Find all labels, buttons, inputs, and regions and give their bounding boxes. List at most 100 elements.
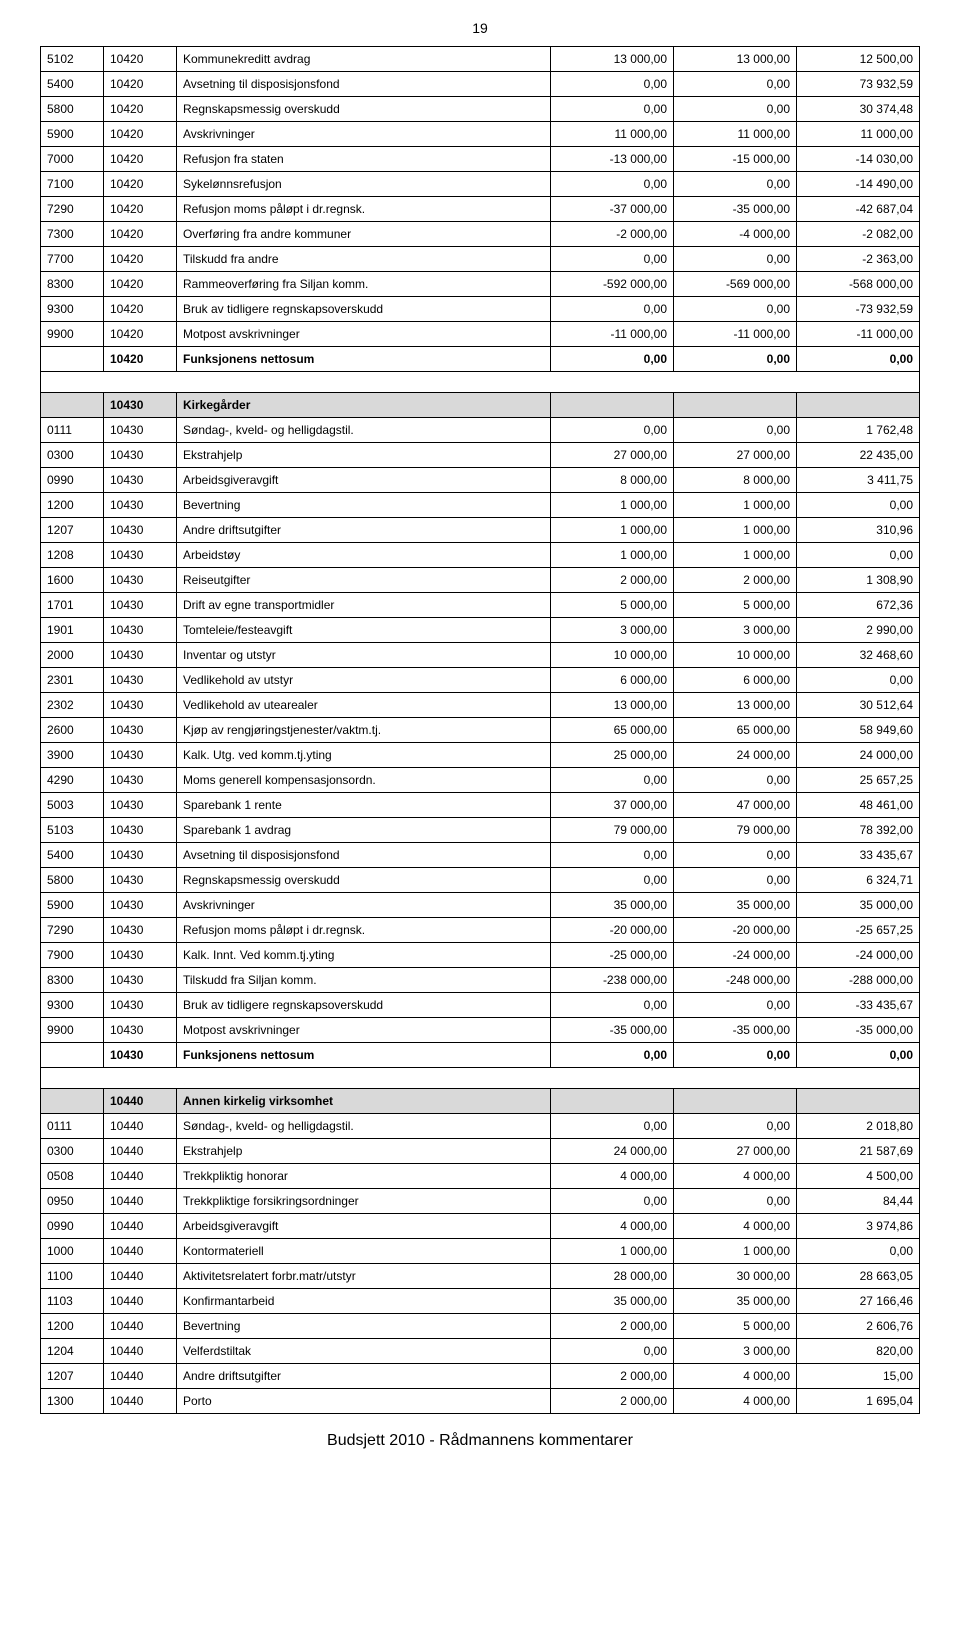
table-cell: 58 949,60: [797, 718, 920, 743]
table-cell: [674, 1089, 797, 1114]
table-cell: Porto: [177, 1389, 551, 1414]
table-cell: 0,00: [674, 297, 797, 322]
table-cell: 84,44: [797, 1189, 920, 1214]
table-cell: 30 000,00: [674, 1264, 797, 1289]
table-row: 990010430Motpost avskrivninger-35 000,00…: [41, 1018, 920, 1043]
table-cell: 7100: [41, 172, 104, 197]
table-cell: 10430: [104, 393, 177, 418]
table-cell: 310,96: [797, 518, 920, 543]
table-cell: 0,00: [797, 543, 920, 568]
table-row: 200010430Inventar og utstyr10 000,0010 0…: [41, 643, 920, 668]
table-cell: 0,00: [674, 172, 797, 197]
table-cell: Avskrivninger: [177, 122, 551, 147]
table-cell: [41, 393, 104, 418]
table-cell: 2 606,76: [797, 1314, 920, 1339]
table-cell: 10430: [104, 718, 177, 743]
table-cell: 0,00: [797, 347, 920, 372]
table-cell: 7700: [41, 247, 104, 272]
table-cell: 1 695,04: [797, 1389, 920, 1414]
table-row: 590010430Avskrivninger35 000,0035 000,00…: [41, 893, 920, 918]
table-cell: 0300: [41, 1139, 104, 1164]
table-cell: Avsetning til disposisjonsfond: [177, 72, 551, 97]
table-cell: 13 000,00: [674, 47, 797, 72]
table-row: 710010420Sykelønnsrefusjon0,000,00-14 49…: [41, 172, 920, 197]
table-cell: 2 000,00: [551, 1389, 674, 1414]
table-cell: 5900: [41, 122, 104, 147]
table-cell: 5102: [41, 47, 104, 72]
table-cell: 1 000,00: [674, 518, 797, 543]
table-cell: 10430: [104, 1043, 177, 1068]
table-cell: 1208: [41, 543, 104, 568]
table-cell: 10420: [104, 347, 177, 372]
table-row: 580010420Regnskapsmessig overskudd0,000,…: [41, 97, 920, 122]
table-cell: Avsetning til disposisjonsfond: [177, 843, 551, 868]
table-cell: 4 500,00: [797, 1164, 920, 1189]
table-cell: 0,00: [551, 993, 674, 1018]
table-cell: [797, 1089, 920, 1114]
table-cell: Moms generell kompensasjonsordn.: [177, 768, 551, 793]
table-cell: 10430: [104, 968, 177, 993]
table-cell: Refusjon moms påløpt i dr.regnsk.: [177, 918, 551, 943]
table-cell: 8 000,00: [674, 468, 797, 493]
table-cell: 65 000,00: [551, 718, 674, 743]
table-cell: Tomteleie/festeavgift: [177, 618, 551, 643]
table-cell: -11 000,00: [551, 322, 674, 347]
table-cell: Konfirmantarbeid: [177, 1289, 551, 1314]
table-cell: 10430: [104, 493, 177, 518]
table-cell: -2 000,00: [551, 222, 674, 247]
table-cell: 1 000,00: [551, 493, 674, 518]
table-cell: 0,00: [674, 97, 797, 122]
table-row: 540010430Avsetning til disposisjonsfond0…: [41, 843, 920, 868]
table-cell: Motpost avskrivninger: [177, 322, 551, 347]
table-cell: 5900: [41, 893, 104, 918]
table-cell: 4 000,00: [674, 1214, 797, 1239]
table-cell: 2600: [41, 718, 104, 743]
table-cell: -14 030,00: [797, 147, 920, 172]
table-row: 120710430Andre driftsutgifter1 000,001 0…: [41, 518, 920, 543]
table-cell: 10420: [104, 122, 177, 147]
table-cell: -238 000,00: [551, 968, 674, 993]
table-cell: 35 000,00: [797, 893, 920, 918]
table-cell: 30 512,64: [797, 693, 920, 718]
table-cell: 5800: [41, 97, 104, 122]
table-row: 120710440Andre driftsutgifter2 000,004 0…: [41, 1364, 920, 1389]
table-cell: 2 000,00: [551, 1314, 674, 1339]
table-cell: 1 000,00: [674, 543, 797, 568]
page-footer: Budsjett 2010 - Rådmannens kommentarer: [40, 1432, 920, 1450]
table-row: 10430Kirkegårder: [41, 393, 920, 418]
table-row: 580010430Regnskapsmessig overskudd0,000,…: [41, 868, 920, 893]
table-cell: 35 000,00: [551, 1289, 674, 1314]
table-cell: 1 000,00: [551, 543, 674, 568]
table-row: 510310430Sparebank 1 avdrag79 000,0079 0…: [41, 818, 920, 843]
table-cell: Bruk av tidligere regnskapsoverskudd: [177, 993, 551, 1018]
table-cell: -2 363,00: [797, 247, 920, 272]
table-row: 540010420Avsetning til disposisjonsfond0…: [41, 72, 920, 97]
table-cell: 8300: [41, 968, 104, 993]
table-cell: 3 974,86: [797, 1214, 920, 1239]
table-cell: 27 166,46: [797, 1289, 920, 1314]
table-cell: 0,00: [797, 493, 920, 518]
table-cell: 9900: [41, 322, 104, 347]
table-cell: 10440: [104, 1364, 177, 1389]
table-row: 729010420Refusjon moms påløpt i dr.regns…: [41, 197, 920, 222]
table-cell: 1204: [41, 1339, 104, 1364]
table-cell: 10430: [104, 868, 177, 893]
table-cell: 79 000,00: [674, 818, 797, 843]
table-cell: 47 000,00: [674, 793, 797, 818]
table-cell: 0,00: [797, 1043, 920, 1068]
table-cell: -13 000,00: [551, 147, 674, 172]
table-cell: 1 762,48: [797, 418, 920, 443]
table-row: 730010420Overføring fra andre kommuner-2…: [41, 222, 920, 247]
table-cell: 27 000,00: [551, 443, 674, 468]
table-cell: 0,00: [797, 668, 920, 693]
table-cell: 30 374,48: [797, 97, 920, 122]
table-cell: -592 000,00: [551, 272, 674, 297]
table-cell: 10 000,00: [674, 643, 797, 668]
table-cell: Kjøp av rengjøringstjenester/vaktm.tj.: [177, 718, 551, 743]
table-cell: 3900: [41, 743, 104, 768]
table-cell: 0,00: [797, 1239, 920, 1264]
table-cell: 3 000,00: [551, 618, 674, 643]
table-cell: -568 000,00: [797, 272, 920, 297]
table-cell: 10430: [104, 443, 177, 468]
table-cell: 10440: [104, 1314, 177, 1339]
